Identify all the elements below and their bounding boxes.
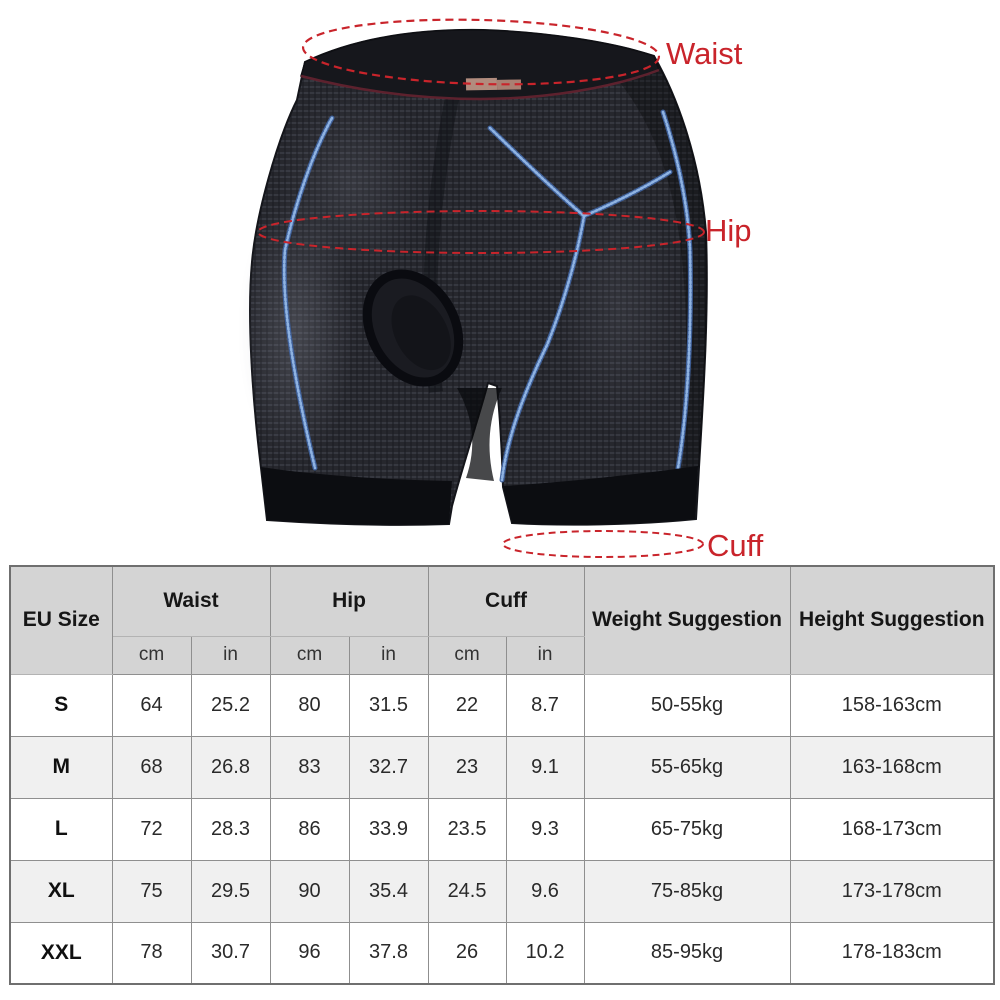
cell-waist-in: 30.7 — [190, 921, 271, 985]
cell-waist-in: 25.2 — [190, 673, 271, 737]
cell-cuff-in: 10.2 — [505, 921, 585, 985]
cell-height: 168-173cm — [789, 797, 995, 861]
measurement-marks — [257, 18, 705, 558]
cell-hip-in: 35.4 — [348, 859, 429, 923]
unit-cuff-in: in — [505, 635, 585, 675]
header-eu-size: EU Size — [9, 565, 113, 675]
cell-cuff-in: 8.7 — [505, 673, 585, 737]
header-weight-suggestion: Weight Suggestion — [583, 565, 791, 675]
header-waist: Waist — [111, 565, 271, 637]
cell-hip-in: 37.8 — [348, 921, 429, 985]
cell-hip-in: 33.9 — [348, 797, 429, 861]
shorts-body — [238, 28, 708, 526]
cell-cuff-cm: 24.5 — [427, 859, 507, 923]
cell-size: XXL — [9, 921, 113, 985]
cell-waist-cm: 78 — [111, 921, 192, 985]
unit-hip-in: in — [348, 635, 429, 675]
size-chart-table: EU Size Waist Hip Cuff Weight Suggestion… — [9, 565, 996, 985]
left-cuff-band — [261, 467, 452, 525]
cell-weight: 50-55kg — [583, 673, 791, 737]
cell-height: 163-168cm — [789, 735, 995, 799]
cell-waist-in: 26.8 — [190, 735, 271, 799]
header-row-units: cm in cm in cm in — [10, 635, 994, 675]
header-cuff: Cuff — [427, 565, 585, 637]
waist-ellipse — [301, 18, 661, 86]
waist-label: Waist — [666, 36, 743, 71]
table-row-xxl: XXL 78 30.7 96 37.8 26 10.2 85-95kg 178-… — [9, 921, 995, 985]
unit-cuff-cm: cm — [427, 635, 507, 675]
cell-height: 178-183cm — [789, 921, 995, 985]
cell-hip-cm: 80 — [269, 673, 350, 737]
cell-hip-cm: 83 — [269, 735, 350, 799]
table-row-m: M 68 26.8 83 32.7 23 9.1 55-65kg 163-168… — [9, 735, 995, 799]
cell-hip-cm: 86 — [269, 797, 350, 861]
cell-cuff-cm: 23 — [427, 735, 507, 799]
cell-cuff-in: 9.3 — [505, 797, 585, 861]
size-chart-section: EU Size Waist Hip Cuff Weight Suggestion… — [0, 565, 1000, 985]
right-cuff-band — [503, 466, 698, 525]
unit-waist-cm: cm — [111, 635, 192, 675]
cell-cuff-cm: 26 — [427, 921, 507, 985]
shorts-illustration: Waist Hip Cuff — [238, 18, 764, 563]
cell-weight: 85-95kg — [583, 921, 791, 985]
cuff-label: Cuff — [707, 528, 764, 563]
header-height-suggestion: Height Suggestion — [789, 565, 995, 675]
table-row-l: L 72 28.3 86 33.9 23.5 9.3 65-75kg 168-1… — [9, 797, 995, 861]
cell-hip-cm: 90 — [269, 859, 350, 923]
header-row-groups: EU Size Waist Hip Cuff Weight Suggestion… — [9, 565, 995, 675]
unit-waist-in: in — [190, 635, 271, 675]
unit-hip-cm: cm — [269, 635, 350, 675]
cell-size: M — [9, 735, 113, 799]
waistband-seam — [300, 68, 660, 101]
cell-size: L — [9, 797, 113, 861]
blue-stitching — [281, 109, 693, 483]
cell-hip-in: 32.7 — [348, 735, 429, 799]
cell-size: S — [9, 673, 113, 737]
hip-label: Hip — [705, 213, 752, 248]
highlight-left-hip — [277, 90, 427, 280]
shading-right-edge — [600, 56, 707, 470]
cell-weight: 65-75kg — [583, 797, 791, 861]
product-diagram: Waist Hip Cuff — [238, 18, 764, 563]
cell-hip-cm: 96 — [269, 921, 350, 985]
cell-weight: 55-65kg — [583, 735, 791, 799]
cell-waist-cm: 64 — [111, 673, 192, 737]
pad-opening — [362, 269, 464, 387]
table-row-xl: XL 75 29.5 90 35.4 24.5 9.6 75-85kg 173-… — [9, 859, 995, 923]
cell-waist-in: 29.5 — [190, 859, 271, 923]
cell-cuff-in: 9.6 — [505, 859, 585, 923]
highlight-right-thigh — [558, 185, 682, 435]
table-row-s: S 64 25.2 80 31.5 22 8.7 50-55kg 158-163… — [9, 673, 995, 737]
hip-ellipse — [257, 210, 705, 254]
cell-waist-cm: 72 — [111, 797, 192, 861]
cell-size: XL — [9, 859, 113, 923]
cell-cuff-cm: 22 — [427, 673, 507, 737]
cell-waist-cm: 68 — [111, 735, 192, 799]
cell-weight: 75-85kg — [583, 859, 791, 923]
header-hip: Hip — [269, 565, 429, 637]
cuff-ellipse — [502, 530, 704, 558]
shading-crotch — [457, 388, 502, 481]
cell-cuff-cm: 23.5 — [427, 797, 507, 861]
cell-waist-in: 28.3 — [190, 797, 271, 861]
cell-height: 173-178cm — [789, 859, 995, 923]
cell-hip-in: 31.5 — [348, 673, 429, 737]
cell-height: 158-163cm — [789, 673, 995, 737]
cell-waist-cm: 75 — [111, 859, 192, 923]
cell-cuff-in: 9.1 — [505, 735, 585, 799]
